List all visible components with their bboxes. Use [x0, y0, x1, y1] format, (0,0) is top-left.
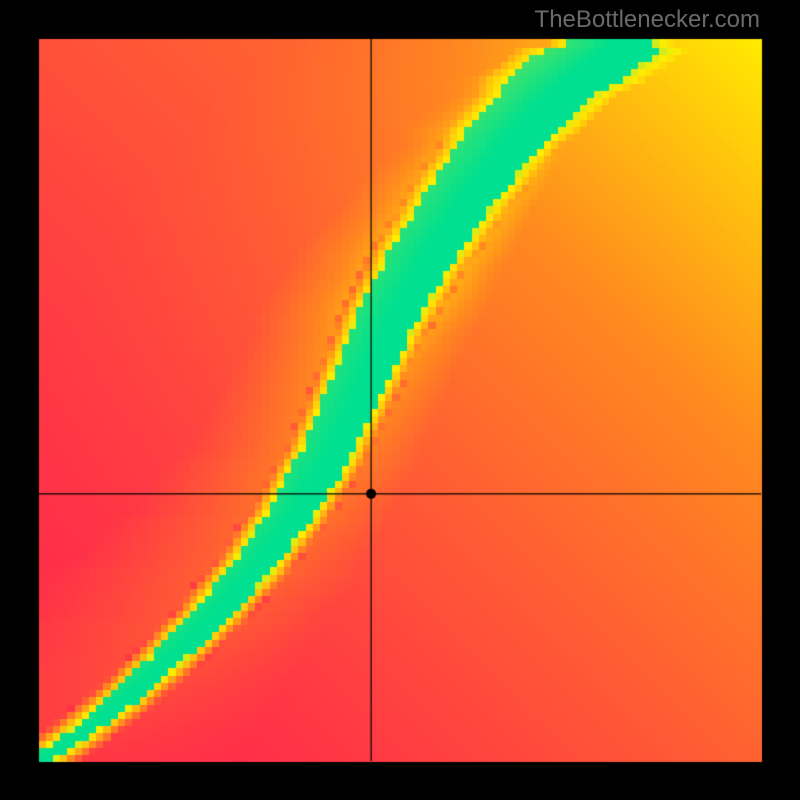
- bottleneck-heatmap: [0, 0, 800, 800]
- watermark-text: TheBottlenecker.com: [535, 6, 760, 34]
